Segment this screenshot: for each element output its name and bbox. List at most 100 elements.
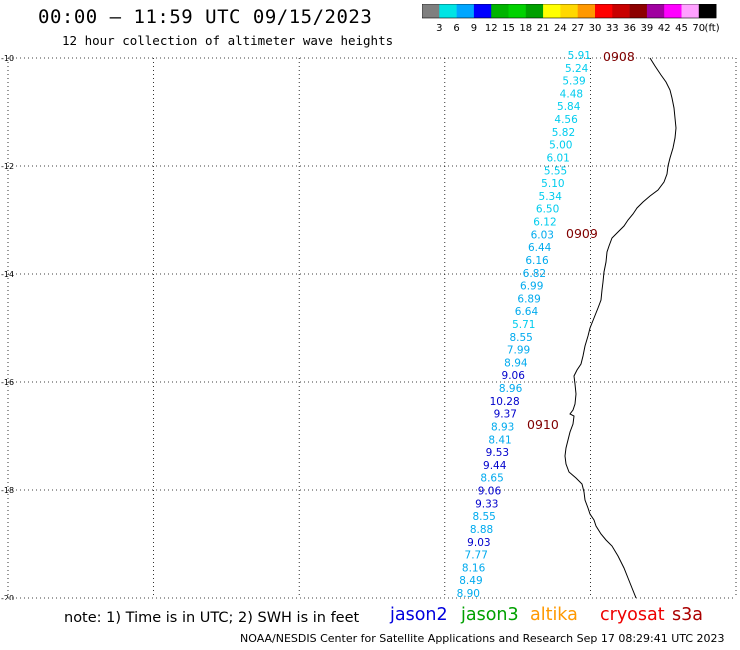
color-swatch bbox=[577, 4, 596, 18]
color-swatch bbox=[491, 4, 509, 18]
wave-height-value: 8.65 bbox=[480, 473, 503, 485]
satellite-legend-s3a: s3a bbox=[672, 605, 703, 625]
color-scale-label: 24 bbox=[554, 23, 567, 34]
color-scale-legend: 3 6 9 12 15 18 21 24 27 30 33 36 39 42 45 70 (ft) bbox=[422, 4, 720, 34]
axis-tick-labels: -10-12-14-16-18-2003691215 bbox=[1, 54, 14, 600]
wave-height-value: 5.71 bbox=[512, 319, 535, 331]
color-scale-label: 9 bbox=[471, 23, 477, 34]
color-swatch bbox=[681, 4, 700, 18]
wave-height-value: 5.00 bbox=[549, 140, 572, 152]
wave-height-value: 8.55 bbox=[472, 511, 495, 523]
credit-footer: NOAA/NESDIS Center for Satellite Applica… bbox=[240, 632, 725, 645]
color-swatch bbox=[473, 4, 492, 18]
satellite-legend-jason2: jason2 bbox=[390, 605, 448, 625]
color-scale-label: 70 bbox=[692, 23, 705, 34]
pass-time-labels: 0908 0909 0910 bbox=[527, 49, 635, 432]
wave-height-observations: 5.915.245.394.485.844.565.825.006.015.55… bbox=[457, 50, 591, 600]
color-swatch bbox=[525, 4, 544, 18]
wave-height-value: 8.41 bbox=[488, 434, 511, 446]
color-swatch bbox=[560, 4, 578, 18]
wave-height-map: -10-12-14-16-18-2003691215 090809090910 … bbox=[1, 49, 737, 600]
color-scale-unit: (ft) bbox=[705, 23, 720, 34]
wave-height-value: 9.03 bbox=[467, 537, 490, 549]
color-scale-label: 15 bbox=[502, 23, 515, 34]
latitude-tick-label: -16 bbox=[1, 378, 14, 387]
color-scale-label: 42 bbox=[658, 23, 671, 34]
color-scale-label: 21 bbox=[537, 23, 550, 34]
latitude-tick-label: -12 bbox=[1, 162, 14, 171]
color-scale-label: 45 bbox=[675, 23, 688, 34]
pass-time-label: 0908 bbox=[603, 49, 635, 64]
wave-height-value: 6.99 bbox=[520, 281, 543, 293]
wave-height-value: 5.55 bbox=[544, 165, 567, 177]
wave-height-value: 7.99 bbox=[507, 345, 530, 357]
color-swatch bbox=[439, 4, 457, 18]
pass-time-label: 0909 bbox=[566, 226, 598, 241]
color-scale-label: 18 bbox=[519, 23, 532, 34]
wave-height-value: 4.48 bbox=[560, 88, 583, 100]
wave-height-value: 6.01 bbox=[546, 152, 569, 164]
wave-height-value: 8.88 bbox=[470, 524, 493, 536]
wave-height-value: 6.82 bbox=[523, 268, 546, 280]
wave-height-value: 6.03 bbox=[531, 229, 554, 241]
color-scale-frame bbox=[422, 4, 717, 19]
wave-height-value: 8.90 bbox=[457, 588, 480, 600]
wave-height-value: 6.64 bbox=[515, 306, 539, 318]
wave-height-value: 5.82 bbox=[552, 127, 575, 139]
chart-subtitle: 12 hour collection of altimeter wave hei… bbox=[62, 33, 394, 48]
color-swatch bbox=[543, 4, 561, 18]
coastline bbox=[564, 57, 677, 599]
color-swatch bbox=[508, 4, 527, 18]
wave-height-value: 5.91 bbox=[568, 50, 591, 62]
color-scale-label: 27 bbox=[571, 23, 584, 34]
wave-height-value: 10.28 bbox=[490, 396, 520, 408]
wave-height-value: 9.37 bbox=[494, 409, 517, 421]
latitude-tick-label: -18 bbox=[1, 486, 14, 495]
color-scale-label: 33 bbox=[606, 23, 619, 34]
wave-height-value: 8.94 bbox=[504, 357, 528, 369]
color-scale-label: 30 bbox=[589, 23, 602, 34]
wave-height-value: 8.55 bbox=[509, 332, 532, 344]
wave-height-value: 7.77 bbox=[465, 550, 488, 562]
wave-height-value: 5.24 bbox=[565, 63, 589, 75]
wave-height-value: 5.10 bbox=[541, 178, 564, 190]
color-scale-label: 36 bbox=[623, 23, 636, 34]
wave-height-value: 9.06 bbox=[502, 370, 526, 382]
wave-height-value: 5.34 bbox=[539, 191, 563, 203]
wave-height-value: 6.12 bbox=[533, 217, 556, 229]
wave-height-value: 5.39 bbox=[562, 76, 585, 88]
satellite-legend-cryosat: cryosat bbox=[600, 605, 665, 625]
color-swatch bbox=[698, 4, 717, 18]
color-scale-label: 39 bbox=[641, 23, 654, 34]
wave-height-value: 6.44 bbox=[528, 242, 552, 254]
wave-height-value: 8.96 bbox=[499, 383, 523, 395]
map-grid bbox=[7, 57, 737, 599]
wave-height-value: 9.53 bbox=[486, 447, 509, 459]
wave-height-value: 6.50 bbox=[536, 204, 559, 216]
wave-height-value: 9.33 bbox=[475, 498, 498, 510]
color-swatch bbox=[612, 4, 630, 18]
color-swatch bbox=[456, 4, 475, 18]
wave-height-value: 5.84 bbox=[557, 101, 581, 113]
latitude-tick-label: -10 bbox=[1, 54, 14, 63]
latitude-tick-label: -20 bbox=[1, 594, 14, 600]
satellite-legend-jason3: jason3 bbox=[461, 605, 519, 625]
latitude-tick-label: -14 bbox=[1, 270, 14, 279]
color-swatch bbox=[664, 4, 682, 18]
pass-time-label: 0910 bbox=[527, 417, 559, 432]
satellite-legend-altika: altika bbox=[530, 605, 578, 625]
wave-height-value: 6.89 bbox=[517, 293, 540, 305]
color-scale-label: 6 bbox=[453, 23, 459, 34]
color-scale-label: 3 bbox=[436, 23, 442, 34]
wave-height-value: 8.16 bbox=[462, 562, 486, 574]
wave-height-value: 6.16 bbox=[525, 255, 549, 267]
color-swatch bbox=[422, 4, 440, 18]
color-scale-label: 12 bbox=[485, 23, 498, 34]
wave-height-value: 9.06 bbox=[478, 486, 502, 498]
color-swatch bbox=[595, 4, 613, 18]
wave-height-value: 9.44 bbox=[483, 460, 507, 472]
color-swatch bbox=[646, 4, 665, 18]
wave-height-value: 8.93 bbox=[491, 421, 514, 433]
units-note: note: 1) Time is in UTC; 2) SWH is in fe… bbox=[64, 610, 360, 626]
wave-height-value: 8.49 bbox=[459, 575, 482, 587]
